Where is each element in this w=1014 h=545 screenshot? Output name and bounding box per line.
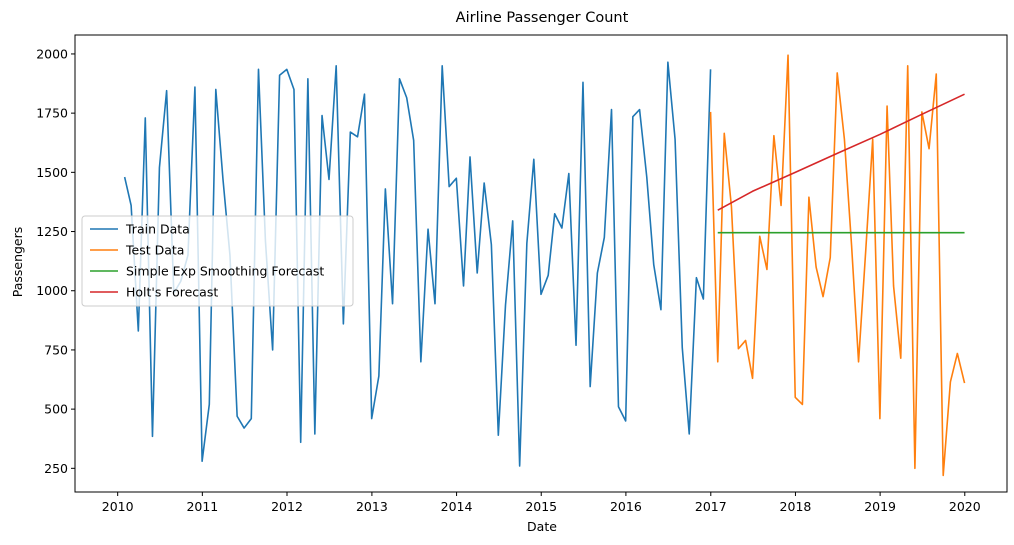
y-tick-label: 1250: [36, 224, 68, 239]
x-tick-label: 2012: [271, 499, 303, 514]
y-tick-label: 1000: [36, 283, 68, 298]
plot-area: [123, 54, 966, 477]
x-axis-label: Date: [527, 519, 557, 534]
y-tick-label: 500: [44, 402, 68, 417]
y-tick-label: 750: [44, 342, 68, 357]
series-line-0: [123, 61, 712, 467]
x-tick-label: 2015: [525, 499, 557, 514]
axes: 2010 2011 2012 2013 2014 2015 2016 2017 2018 2019…: [36, 34, 1008, 514]
x-tick-label: 2011: [186, 499, 218, 514]
legend-label: Test Data: [125, 243, 184, 258]
x-tick-label: 2018: [780, 499, 812, 514]
x-tick-label: 2010: [102, 499, 134, 514]
x-tick-label: 2017: [695, 499, 727, 514]
x-tick-label: 2013: [356, 499, 388, 514]
legend-label: Simple Exp Smoothing Forecast: [126, 264, 324, 279]
legend-label: Holt's Forecast: [126, 285, 218, 300]
y-tick-label: 250: [44, 461, 68, 476]
legend: Train Data Test Data Simple Exp Smoothing …: [81, 215, 354, 307]
series-line-3: [717, 93, 965, 211]
legend-label: Train Data: [125, 222, 190, 237]
chart-title: Airline Passenger Count: [456, 10, 629, 26]
x-tick-label: 2014: [441, 499, 473, 514]
x-tick-label: 2020: [949, 499, 981, 514]
x-tick-label: 2016: [610, 499, 642, 514]
legend-box: [81, 215, 354, 307]
y-axis-label: Passengers: [10, 227, 25, 298]
y-tick-label: 1750: [36, 106, 68, 121]
y-tick-label: 1500: [36, 165, 68, 180]
series-line-1: [709, 54, 966, 477]
x-tick-label: 2019: [864, 499, 896, 514]
y-tick-label: 2000: [36, 46, 68, 61]
